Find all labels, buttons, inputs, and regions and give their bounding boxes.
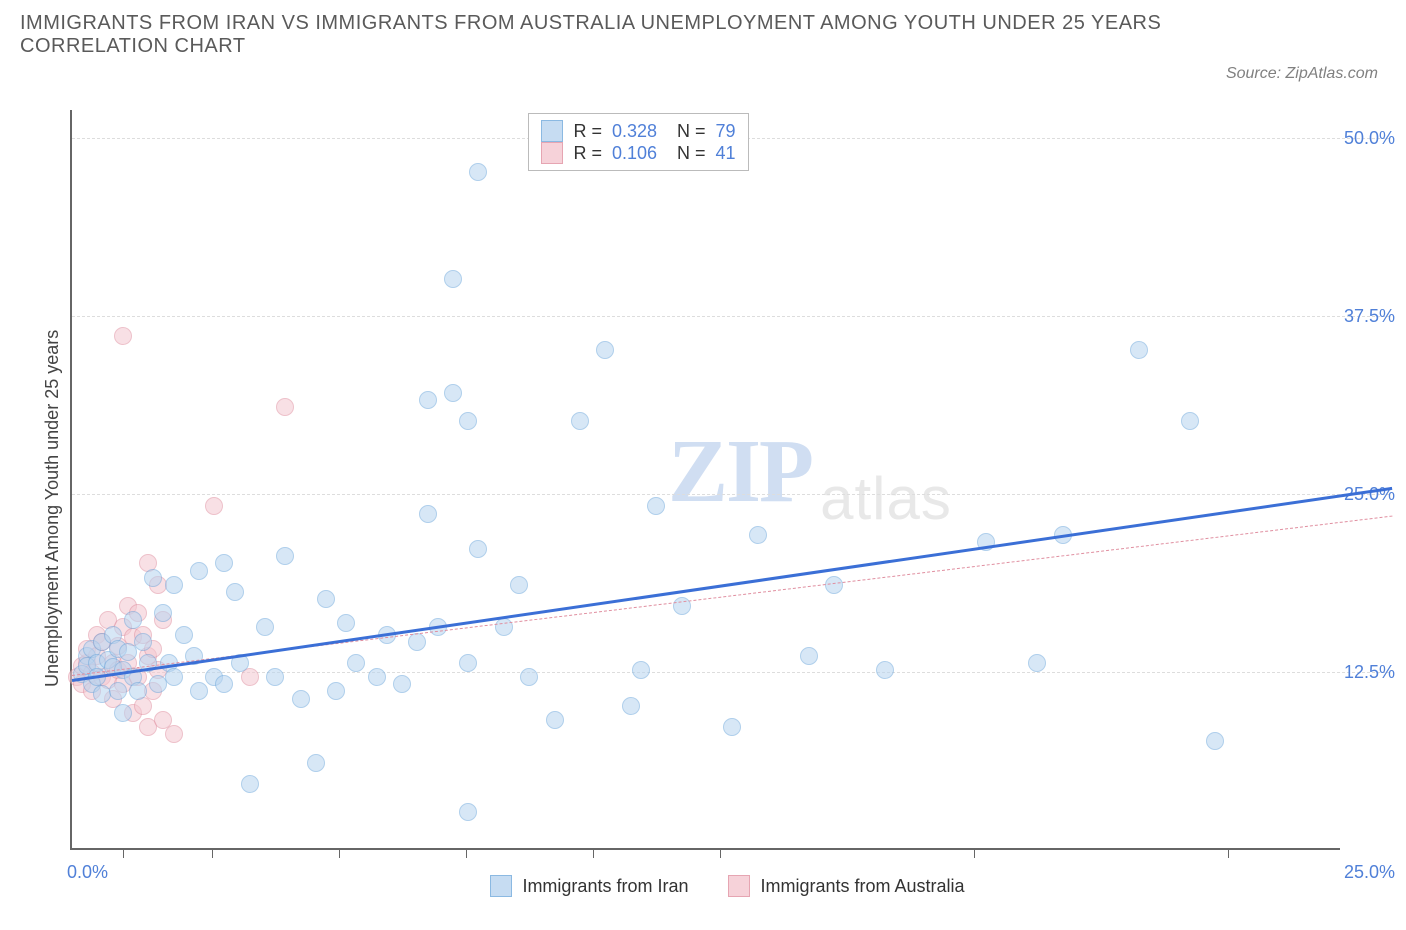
scatter-point-iran: [266, 668, 284, 686]
scatter-point-iran: [190, 562, 208, 580]
scatter-point-iran: [632, 661, 650, 679]
scatter-point-iran: [647, 497, 665, 515]
scatter-point-iran: [444, 384, 462, 402]
legend-r-label: R =: [573, 121, 602, 142]
scatter-point-iran: [292, 690, 310, 708]
scatter-point-iran: [520, 668, 538, 686]
scatter-point-iran: [876, 661, 894, 679]
scatter-point-iran: [459, 654, 477, 672]
legend-swatch-iran: [490, 875, 512, 897]
xtick: [593, 848, 594, 858]
legend-n-value: 79: [716, 121, 736, 142]
scatter-point-australia: [114, 327, 132, 345]
scatter-point-iran: [124, 611, 142, 629]
scatter-point-iran: [165, 576, 183, 594]
xtick: [1228, 848, 1229, 858]
scatter-point-australia: [165, 725, 183, 743]
legend-n-label: N =: [667, 121, 706, 142]
scatter-point-iran: [546, 711, 564, 729]
scatter-point-iran: [419, 391, 437, 409]
scatter-point-iran: [134, 633, 152, 651]
scatter-point-iran: [165, 668, 183, 686]
watermark-zip: ZIP: [668, 420, 812, 523]
scatter-point-iran: [723, 718, 741, 736]
scatter-point-iran: [419, 505, 437, 523]
scatter-point-iran: [307, 754, 325, 772]
chart-title: IMMIGRANTS FROM IRAN VS IMMIGRANTS FROM …: [20, 12, 1286, 58]
legend-swatch-iran: [541, 120, 563, 142]
scatter-point-iran: [1206, 732, 1224, 750]
xtick: [339, 848, 340, 858]
scatter-point-iran: [337, 614, 355, 632]
scatter-point-iran: [469, 540, 487, 558]
scatter-point-iran: [276, 547, 294, 565]
xtick: [123, 848, 124, 858]
scatter-point-iran: [347, 654, 365, 672]
y-axis-label: Unemployment Among Youth under 25 years: [42, 330, 63, 687]
scatter-point-iran: [368, 668, 386, 686]
legend-row-australia: R = 0.106 N = 41: [541, 142, 735, 164]
legend-r-value: 0.328: [612, 121, 657, 142]
scatter-point-iran: [327, 682, 345, 700]
scatter-point-iran: [129, 682, 147, 700]
legend-label-iran: Immigrants from Iran: [522, 876, 688, 897]
scatter-point-iran: [749, 526, 767, 544]
legend-series: Immigrants from Iran Immigrants from Aust…: [490, 875, 994, 897]
scatter-point-iran: [175, 626, 193, 644]
scatter-point-iran: [190, 682, 208, 700]
scatter-point-iran: [226, 583, 244, 601]
scatter-point-iran: [114, 704, 132, 722]
scatter-point-iran: [1130, 341, 1148, 359]
scatter-point-iran: [256, 618, 274, 636]
ytick-label: 37.5%: [1344, 306, 1395, 327]
ytick-label: 50.0%: [1344, 128, 1395, 149]
scatter-point-iran: [510, 576, 528, 594]
legend-swatch-australia: [541, 142, 563, 164]
scatter-point-iran: [154, 604, 172, 622]
scatter-point-iran: [241, 775, 259, 793]
scatter-point-iran: [215, 675, 233, 693]
legend-n-label: N =: [667, 143, 706, 164]
scatter-point-australia: [276, 398, 294, 416]
scatter-point-iran: [317, 590, 335, 608]
scatter-point-iran: [622, 697, 640, 715]
gridline: [72, 316, 1390, 317]
legend-row-iran: R = 0.328 N = 79: [541, 120, 735, 142]
gridline: [72, 494, 1390, 495]
legend-r-value: 0.106: [612, 143, 657, 164]
legend-swatch-australia: [728, 875, 750, 897]
scatter-point-iran: [144, 569, 162, 587]
legend-stats: R = 0.328 N = 79R = 0.106 N = 41: [528, 113, 748, 171]
scatter-point-iran: [459, 412, 477, 430]
scatter-point-iran: [444, 270, 462, 288]
legend-label-australia: Immigrants from Australia: [760, 876, 964, 897]
scatter-chart: ZIPatlas12.5%25.0%37.5%50.0%0.0%25.0%Une…: [70, 110, 1400, 910]
scatter-point-iran: [1028, 654, 1046, 672]
ytick-label: 12.5%: [1344, 662, 1395, 683]
scatter-point-iran: [596, 341, 614, 359]
scatter-point-iran: [469, 163, 487, 181]
xtick: [212, 848, 213, 858]
legend-n-value: 41: [716, 143, 736, 164]
xtick: [720, 848, 721, 858]
source-attribution: Source: ZipAtlas.com: [1226, 65, 1378, 83]
xtick: [466, 848, 467, 858]
scatter-point-iran: [800, 647, 818, 665]
plot-area: ZIPatlas12.5%25.0%37.5%50.0%0.0%25.0%Une…: [70, 110, 1340, 850]
xtick-label-left: 0.0%: [67, 862, 108, 883]
scatter-point-iran: [215, 554, 233, 572]
scatter-point-australia: [205, 497, 223, 515]
scatter-point-iran: [393, 675, 411, 693]
scatter-point-iran: [408, 633, 426, 651]
xtick: [974, 848, 975, 858]
legend-r-label: R =: [573, 143, 602, 164]
watermark-atlas: atlas: [820, 464, 952, 533]
scatter-point-iran: [109, 682, 127, 700]
scatter-point-iran: [1181, 412, 1199, 430]
scatter-point-iran: [571, 412, 589, 430]
scatter-point-iran: [459, 803, 477, 821]
xtick-label-right: 25.0%: [1344, 862, 1395, 883]
